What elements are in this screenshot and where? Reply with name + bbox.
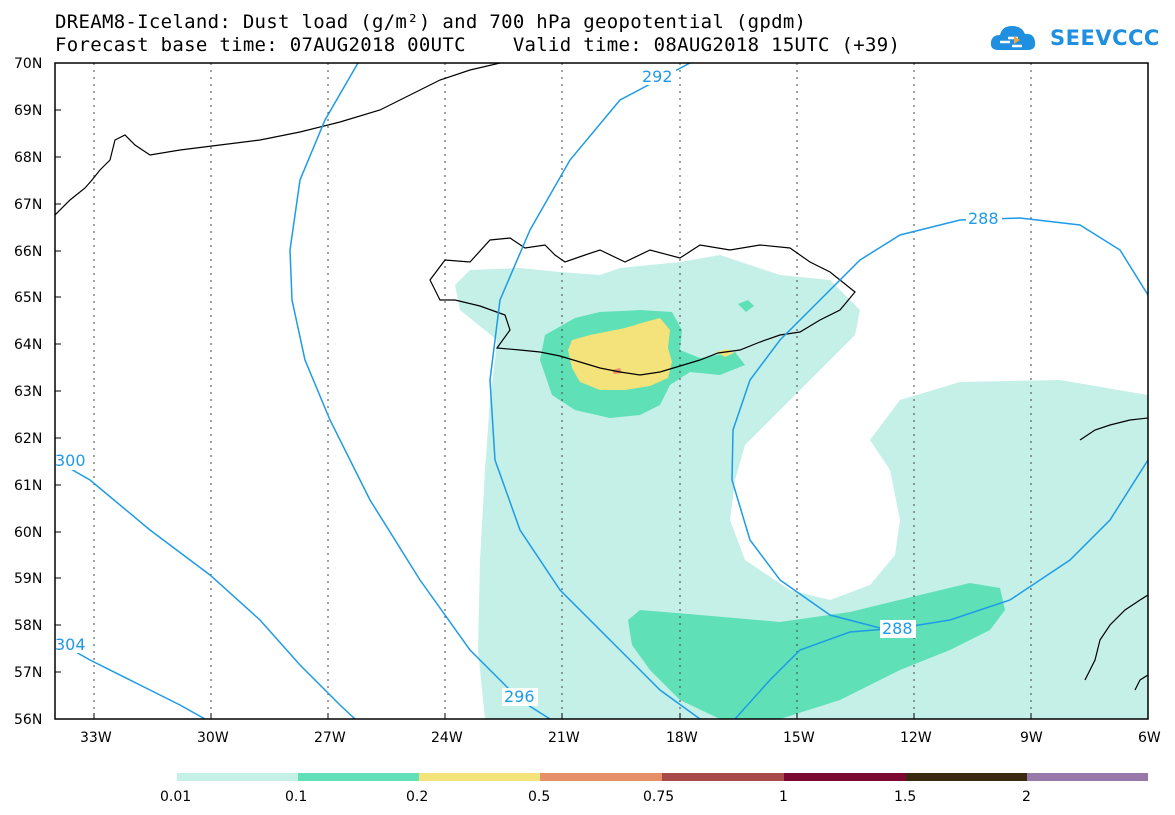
- colorbar-label: 0.2: [406, 789, 428, 805]
- lon-label: 6W: [1138, 730, 1161, 746]
- colorbar-segment: [298, 773, 419, 781]
- contour-label-288-north: 288: [968, 209, 999, 228]
- latitude-axis: 70N 69N 68N 67N 66N 65N 64N 63N 62N 61N …: [14, 56, 61, 728]
- norway-coast: [1079, 417, 1148, 441]
- colorbar-label: 1: [779, 789, 788, 805]
- colorbar-segment: [177, 773, 298, 781]
- colorbar-segment: [784, 773, 906, 781]
- longitude-axis: 33W 30W 27W 24W 21W 18W 15W 12W 9W 6W: [80, 713, 1161, 746]
- contour-label-300: 300: [55, 451, 86, 470]
- lon-label: 24W: [431, 730, 463, 746]
- lon-label: 30W: [197, 730, 229, 746]
- lat-label: 59N: [14, 571, 42, 587]
- colorbar-segment: [1027, 773, 1148, 781]
- contour-304: [55, 639, 206, 719]
- contour-label-296: 296: [504, 687, 535, 706]
- lat-label: 62N: [14, 431, 42, 447]
- lon-label: 12W: [900, 730, 932, 746]
- lat-label: 61N: [14, 478, 42, 494]
- dust-area-0.1-south: [628, 583, 1005, 719]
- colorbar-segment: [540, 773, 662, 781]
- forecast-time-line: Forecast base time: 07AUG2018 00UTC Vali…: [55, 34, 901, 56]
- colorbar-label: 0.5: [528, 789, 550, 805]
- contour-288-loop: [731, 217, 1148, 629]
- dust-area-0.2: [568, 318, 672, 390]
- lat-label: 63N: [14, 384, 42, 400]
- lon-label: 18W: [666, 730, 698, 746]
- colorbar-label: 1.5: [894, 789, 916, 805]
- scotland-coast: [1084, 594, 1148, 681]
- lat-label: 65N: [14, 290, 42, 306]
- contour-292-east: [489, 63, 701, 719]
- contour-label-288-south: 288: [882, 619, 913, 638]
- logo-text: SEEVCCC: [1050, 26, 1160, 50]
- lat-label: 60N: [14, 525, 42, 541]
- colorbar: 0.01 0.1 0.2 0.5 0.75 1 1.5 2: [160, 773, 1148, 805]
- contour-292: [289, 63, 551, 719]
- colorbar-label: 0.75: [643, 789, 674, 805]
- contour-label-304: 304: [55, 635, 86, 654]
- islands-coast: [1134, 674, 1148, 691]
- lat-label: 66N: [14, 244, 42, 260]
- contour-300: [55, 459, 356, 719]
- lat-label: 68N: [14, 150, 42, 166]
- lon-label: 33W: [80, 730, 112, 746]
- lat-label: 58N: [14, 618, 42, 634]
- map-title: DREAM8-Iceland: Dust load (g/m²) and 700…: [55, 11, 807, 33]
- map-plot-area: 292 288 288 296 300 304: [55, 63, 1148, 719]
- lat-label: 57N: [14, 665, 42, 681]
- contour-labels: 292 288 288 296 300 304: [55, 67, 1002, 706]
- colorbar-segment: [419, 773, 540, 781]
- lon-label: 21W: [548, 730, 580, 746]
- contour-label-292: 292: [642, 67, 673, 86]
- greenland-coast: [55, 63, 501, 216]
- lon-label: 9W: [1020, 730, 1043, 746]
- cloud-icon: [990, 26, 1036, 50]
- lat-label: 69N: [14, 103, 42, 119]
- dust-area-0.1-small: [738, 300, 754, 312]
- geopotential-contours: [55, 63, 1148, 719]
- longitude-gridlines: [93, 63, 1032, 719]
- iceland-coast: [429, 237, 856, 376]
- lat-label: 70N: [14, 56, 42, 72]
- lat-label: 64N: [14, 337, 42, 353]
- lat-label: 56N: [14, 712, 42, 728]
- colorbar-label: 2: [1022, 789, 1031, 805]
- colorbar-segment: [662, 773, 784, 781]
- colorbar-segment: [906, 773, 1027, 781]
- colorbar-label: 0.1: [285, 789, 307, 805]
- lon-label: 27W: [314, 730, 346, 746]
- coastlines: [55, 63, 1148, 691]
- lon-label: 15W: [783, 730, 815, 746]
- colorbar-label: 0.01: [160, 789, 191, 805]
- contour-288: [734, 459, 1148, 719]
- lat-label: 67N: [14, 197, 42, 213]
